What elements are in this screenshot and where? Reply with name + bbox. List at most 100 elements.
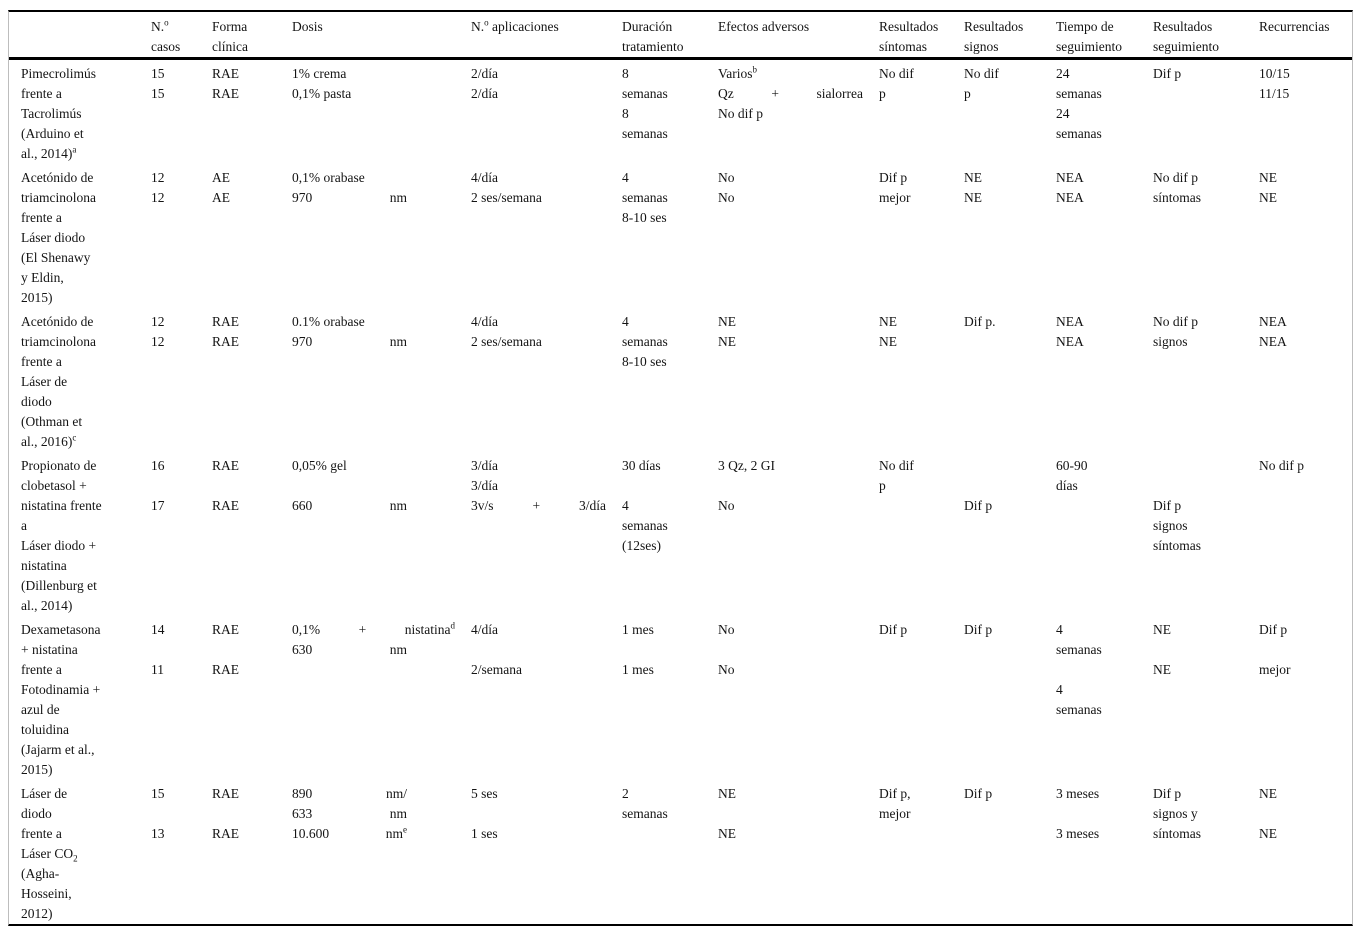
table-cell-duracion: 4 semanas 8-10 ses xyxy=(622,168,718,308)
cell-line xyxy=(718,640,873,660)
cell-line xyxy=(471,804,616,824)
table-row: Acetónido de triamcinolona frente a Láser d… xyxy=(9,308,1352,452)
cell-line: Dif p xyxy=(1153,786,1182,801)
table-cell-dosis: 0,05% gel 660 nm xyxy=(292,456,471,616)
cell-line: 11 xyxy=(151,662,164,677)
cell-line-part: Qz xyxy=(718,86,734,101)
cell-line: 15 xyxy=(151,786,165,801)
cell-line xyxy=(151,476,206,496)
cell-line: (Othman et xyxy=(21,414,83,429)
cell-line: N.o xyxy=(151,17,169,34)
table-cell-recurrencias: NEA NEA xyxy=(1259,312,1346,452)
cell-line: 12 xyxy=(151,334,165,349)
table-cell-tiempo: 60-90 días xyxy=(1056,456,1153,616)
cell-line xyxy=(1056,804,1147,824)
column-header-duracion: Duración tratamiento xyxy=(622,17,718,57)
cell-line: al., 2014)a xyxy=(21,144,77,161)
cell-line: Láser CO2 xyxy=(21,846,78,864)
cell-line: No dif p xyxy=(1153,170,1198,185)
table-cell-recurrencias: NE NE xyxy=(1259,784,1346,924)
table-cell-recurrencias: No dif p xyxy=(1259,456,1346,616)
table-cell-aplicaciones: 4/día 2 ses/semana xyxy=(471,312,622,452)
cell-line: RAE xyxy=(212,662,239,677)
cell-line xyxy=(471,640,616,660)
cell-line: síntomas xyxy=(879,39,928,54)
cell-line xyxy=(151,640,206,660)
cell-line xyxy=(212,640,286,660)
cell-line: 0,1% orabase xyxy=(292,170,365,185)
cell-line: síntomas xyxy=(1153,538,1202,553)
cell-line: 13 xyxy=(151,826,165,841)
cell-line: semanas xyxy=(622,126,668,141)
column-header-aplicaciones: N.o aplicaciones xyxy=(471,17,622,57)
table-cell-res_seguim: Dif p signos síntomas xyxy=(1153,456,1259,616)
cell-line: Dif p xyxy=(964,498,993,513)
cell-line: No xyxy=(718,662,735,677)
cell-line: NE xyxy=(718,314,736,329)
cell-line: 660 nm xyxy=(292,496,407,516)
cell-line: Láser diodo xyxy=(21,230,86,245)
cell-line: Tiempo de xyxy=(1056,19,1114,34)
cell-line: 1 ses xyxy=(471,826,498,841)
table-cell-aplicaciones: 4/día 2/semana xyxy=(471,620,622,780)
cell-line: síntomas xyxy=(1153,826,1202,841)
cell-line: frente a xyxy=(21,210,62,225)
cell-line: Dexametasona xyxy=(21,622,101,637)
table-cell-res_signos: NE NE xyxy=(964,168,1056,308)
cell-line: RAE xyxy=(212,622,239,637)
cell-line: Tacrolimús xyxy=(21,106,82,121)
cell-line-part: 0,1% xyxy=(292,622,321,637)
cell-line: + nistatina xyxy=(21,642,78,657)
cell-line: 630 nm xyxy=(292,640,407,660)
cell-line: toluidina xyxy=(21,722,69,737)
cell-line: 3 meses xyxy=(1056,826,1100,841)
cell-line xyxy=(21,17,145,37)
cell-line xyxy=(622,640,712,660)
cell-line-part: nistatinad xyxy=(404,620,455,637)
table-cell-duracion: 30 días 4 semanas (12ses) xyxy=(622,456,718,616)
cell-line: 2/día xyxy=(471,66,498,81)
cell-line: No dif xyxy=(879,458,914,473)
cell-line-part: 630 xyxy=(292,642,313,657)
table-cell-efectos: 3 Qz, 2 GI No xyxy=(718,456,879,616)
table-cell-efectos: NE NE xyxy=(718,784,879,924)
cell-line-part: 10.600 xyxy=(292,826,330,841)
cell-line: Dif p xyxy=(1259,622,1288,637)
cell-line: No xyxy=(718,170,735,185)
cell-line: 2012) xyxy=(21,906,53,921)
cell-line: 3 meses xyxy=(1056,786,1100,801)
table-cell-tiempo: 3 meses 3 meses xyxy=(1056,784,1153,924)
cell-line: Dif p xyxy=(1153,498,1182,513)
cell-line: NE xyxy=(1259,786,1277,801)
cell-line: No dif p xyxy=(1153,314,1198,329)
cell-line: 0,1% + nistatinad xyxy=(292,620,455,640)
cell-line xyxy=(718,804,873,824)
table-cell-dosis: 0,1% orabase 970 nm xyxy=(292,168,471,308)
cell-line: semanas xyxy=(1056,702,1102,717)
cell-line: 12 xyxy=(151,190,165,205)
cell-line: 2015) xyxy=(21,290,53,305)
cell-line: mejor xyxy=(879,190,911,205)
cell-line: 8-10 ses xyxy=(622,354,667,369)
cell-line: Láser diodo + xyxy=(21,538,97,553)
cell-line-part: nm xyxy=(389,190,407,205)
cell-line: semanas xyxy=(622,86,668,101)
cell-line: RAE xyxy=(212,458,239,473)
cell-line: 14 xyxy=(151,622,165,637)
cell-line: Propionato de xyxy=(21,458,97,473)
header-row: N.o casos Forma clínica Dosis N.o aplicacione… xyxy=(9,12,1352,60)
cell-line: Recurrencias xyxy=(1259,19,1330,34)
table-cell-study: Acetónido de triamcinolona frente a Láser d… xyxy=(21,168,151,308)
table-cell-dosis: 890 nm/633 nm 10.600 nme xyxy=(292,784,471,924)
table-cell-duracion: 4 semanas 8-10 ses xyxy=(622,312,718,452)
cell-line: 4/día xyxy=(471,622,498,637)
cell-line: signos xyxy=(1153,334,1188,349)
cell-line xyxy=(1153,476,1253,496)
cell-line: Láser de xyxy=(21,786,68,801)
cell-line: No dif p xyxy=(1259,458,1304,473)
cell-line xyxy=(1056,660,1147,680)
table-cell-forma_clinica: RAE RAE xyxy=(212,456,292,616)
cell-line: (El Shenawy xyxy=(21,250,91,265)
table-cell-n_casos: 15 13 xyxy=(151,784,212,924)
cell-line: 4/día xyxy=(471,314,498,329)
